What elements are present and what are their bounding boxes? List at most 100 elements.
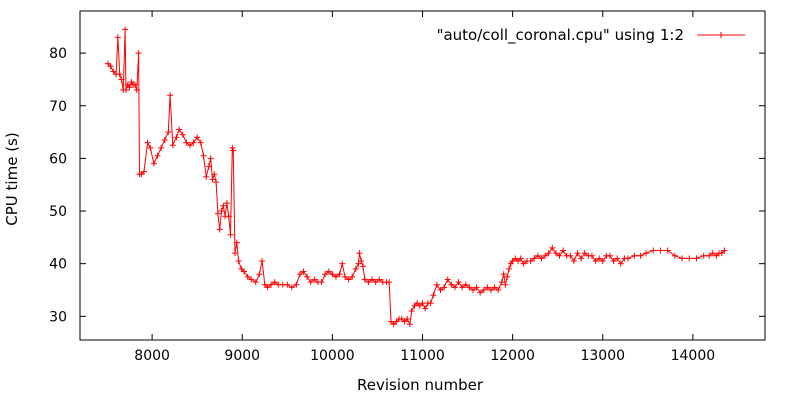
- data-point: [491, 284, 498, 291]
- data-point: [441, 284, 448, 291]
- data-point: [509, 258, 516, 265]
- data-point: [356, 250, 363, 257]
- data-point: [625, 255, 631, 262]
- data-point: [165, 129, 172, 136]
- data-point: [360, 263, 367, 270]
- data-point: [304, 273, 311, 280]
- data-point: [179, 131, 186, 138]
- data-point: [706, 252, 713, 259]
- data-point: [411, 302, 418, 309]
- data-point: [592, 258, 599, 265]
- data-point: [406, 321, 413, 328]
- data-point: [610, 258, 617, 265]
- data-point: [560, 247, 567, 254]
- data-point: [709, 250, 716, 257]
- data-point: [679, 255, 686, 262]
- data-point: [700, 252, 707, 259]
- data-point: [369, 276, 376, 283]
- data-point: [135, 50, 142, 57]
- data-point: [200, 152, 207, 159]
- data-point: [211, 171, 218, 178]
- y-axis-title: CPU time (s): [3, 132, 21, 225]
- data-point: [311, 276, 318, 283]
- data-point: [150, 160, 157, 167]
- data-point: [140, 168, 147, 175]
- y-tick-label: 80: [49, 46, 67, 62]
- data-point: [578, 255, 585, 262]
- data-point: [473, 284, 480, 291]
- data-point: [230, 147, 237, 154]
- data-point: [581, 250, 588, 257]
- data-point: [527, 258, 534, 265]
- series-group: [104, 26, 728, 328]
- data-point: [504, 273, 511, 280]
- data-point: [169, 142, 176, 149]
- data-point: [349, 273, 356, 280]
- data-point: [173, 134, 180, 141]
- data-point: [488, 286, 494, 293]
- data-point: [209, 176, 216, 183]
- data-point: [296, 271, 303, 278]
- data-point: [167, 92, 174, 99]
- data-point: [288, 284, 295, 291]
- data-point: [414, 300, 421, 307]
- data-point: [531, 255, 538, 262]
- data-point: [352, 265, 359, 272]
- data-point: [549, 244, 556, 251]
- data-point: [126, 84, 133, 91]
- data-point: [606, 252, 613, 259]
- data-point: [404, 315, 411, 322]
- data-point: [194, 134, 201, 141]
- x-tick-label: 9000: [224, 348, 260, 364]
- data-point: [227, 231, 234, 238]
- data-point: [552, 250, 559, 257]
- data-point: [631, 252, 638, 259]
- data-point: [502, 281, 509, 288]
- data-point: [650, 247, 657, 254]
- data-point: [244, 273, 251, 280]
- legend: "auto/coll_coronal.cpu" using 1:2: [437, 26, 745, 45]
- data-point: [256, 271, 263, 278]
- data-point: [599, 258, 606, 265]
- data-point: [252, 279, 259, 286]
- x-axis: 8000 9000 10000 11000 12000 13000 14000: [134, 11, 715, 364]
- data-point: [232, 250, 239, 257]
- data-point: [386, 279, 393, 286]
- x-tick-label: 11000: [400, 348, 445, 364]
- data-point: [430, 292, 437, 299]
- data-point: [637, 252, 644, 259]
- data-point: [500, 271, 507, 278]
- data-point: [664, 247, 671, 254]
- data-point: [233, 239, 240, 246]
- data-point: [271, 279, 278, 286]
- data-point: [259, 258, 266, 265]
- data-point: [657, 247, 664, 254]
- data-point: [161, 136, 168, 143]
- data-point: [477, 289, 484, 296]
- data-point: [459, 284, 466, 291]
- data-point: [419, 300, 426, 307]
- data-point: [376, 276, 383, 283]
- x-axis-title: Revision number: [357, 376, 484, 394]
- data-point: [570, 258, 577, 265]
- data-point: [318, 279, 325, 286]
- data-point: [158, 144, 165, 151]
- data-point: [721, 247, 728, 254]
- y-tick-label: 30: [49, 309, 67, 325]
- data-point: [205, 163, 212, 170]
- data-point: [154, 152, 161, 159]
- data-point: [190, 139, 197, 146]
- data-point: [223, 200, 230, 207]
- data-point: [693, 255, 700, 262]
- data-point: [538, 255, 545, 262]
- data-point: [207, 155, 214, 162]
- data-point: [144, 139, 151, 146]
- data-point: [643, 250, 650, 257]
- data-point: [229, 144, 236, 151]
- data-point: [107, 63, 114, 70]
- data-point: [355, 260, 362, 267]
- data-point: [203, 173, 210, 180]
- data-point: [433, 281, 440, 288]
- data-point: [104, 60, 111, 67]
